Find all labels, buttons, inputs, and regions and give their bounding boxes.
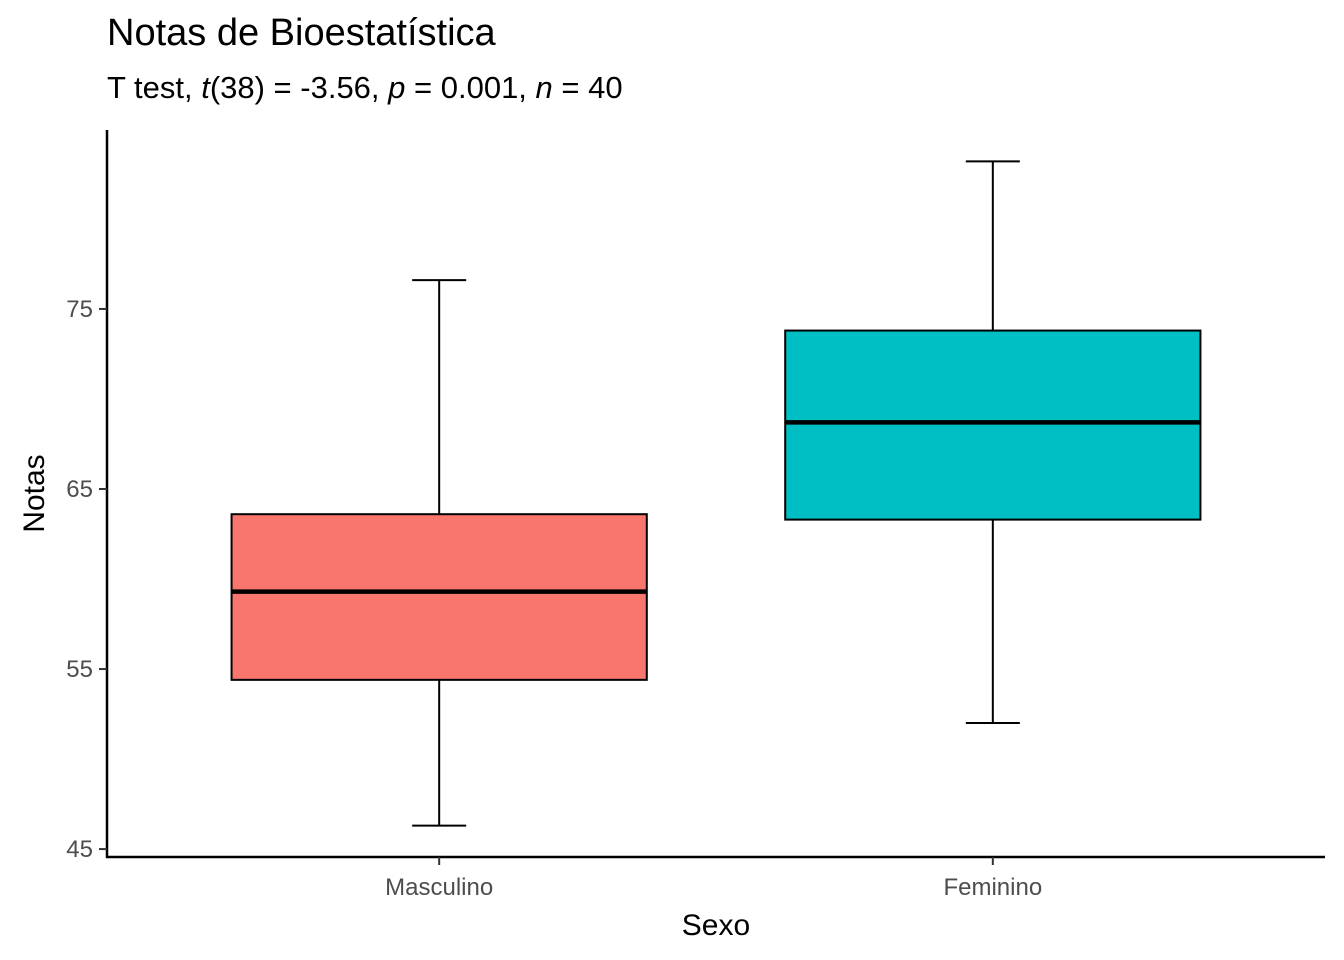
subtitle-part: = 0.001, (405, 70, 536, 105)
x-tick-label: Masculino (385, 874, 493, 901)
y-axis-title: Notas (18, 454, 51, 532)
subtitle-part: p (388, 70, 406, 105)
subtitle-part: n (535, 70, 553, 105)
chart-title: Notas de Bioestatística (107, 12, 496, 54)
subtitle-part: = 40 (552, 70, 623, 105)
subtitle-part: (38) = -3.56, (209, 70, 389, 105)
y-tick-label: 45 (66, 836, 93, 863)
x-axis-title: Sexo (682, 909, 750, 942)
chart-subtitle: T test, t(38) = -3.56, p = 0.001, n = 40 (107, 70, 623, 106)
y-tick-label: 55 (66, 656, 93, 683)
y-tick-label: 75 (66, 296, 93, 323)
subtitle-part: T test, (107, 70, 202, 105)
box-feminino (784, 329, 1202, 521)
box-masculino (230, 513, 648, 681)
x-tick-label: Feminino (943, 874, 1042, 901)
y-tick-label: 65 (66, 476, 93, 503)
subtitle-part: t (201, 70, 210, 105)
